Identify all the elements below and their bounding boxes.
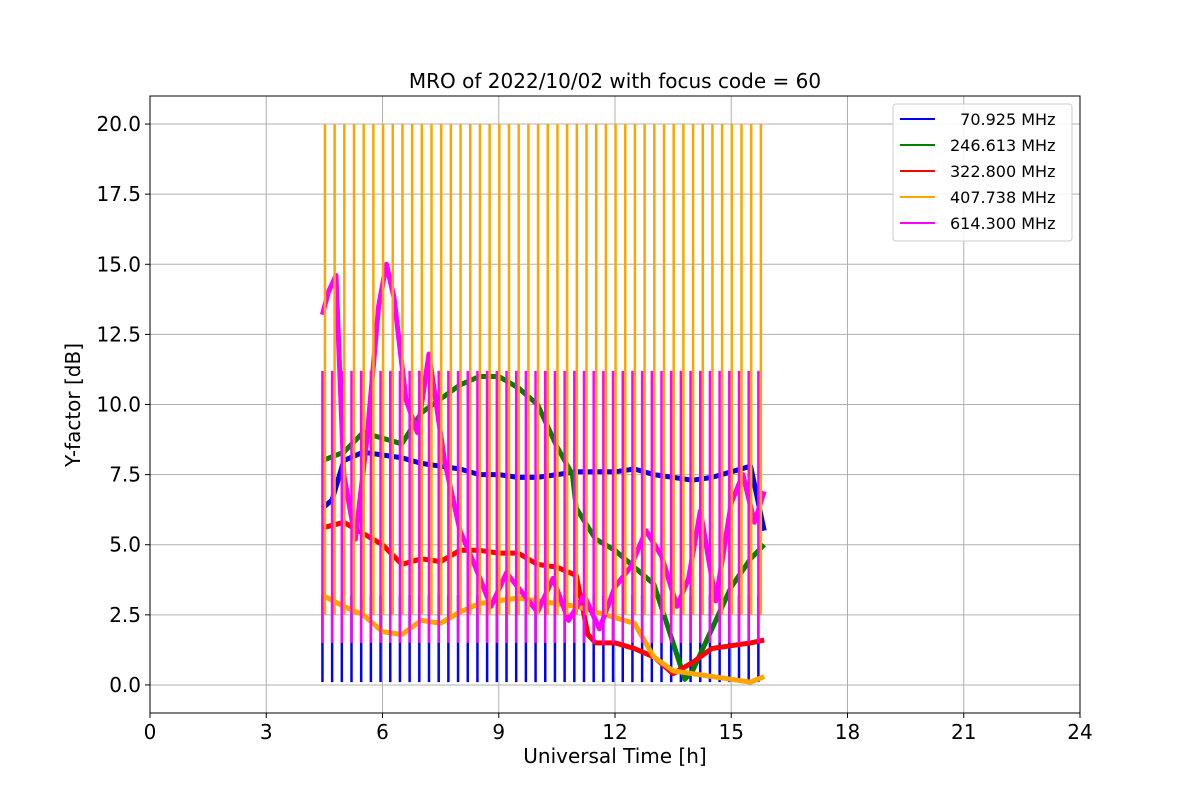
x-tick-label: 24 — [1067, 720, 1092, 744]
y-tick-label: 17.5 — [96, 182, 141, 206]
legend-entry: 246.613 MHz — [950, 136, 1055, 155]
legend: 70.925 MHz 246.613 MHz 322.800 MHz 407.738 … — [892, 103, 1073, 242]
x-tick-label: 15 — [719, 720, 744, 744]
x-tick-label: 12 — [602, 720, 627, 744]
legend-box — [892, 103, 1073, 242]
y-axis-label: Y-factor [dB] — [61, 343, 85, 468]
y-tick-label: 5.0 — [109, 533, 141, 557]
y-tick-label: 12.5 — [96, 322, 141, 346]
y-tick-label: 10.0 — [96, 393, 141, 417]
axis-ticks: 0 3 6 9 12 15 18 21 24 0.0 2.5 5.0 7.5 10.0 12.5 15.0 17… — [96, 112, 1092, 744]
series-line-4 — [319, 261, 767, 632]
x-tick-label: 21 — [951, 720, 976, 744]
series-line-3 — [321, 592, 766, 685]
x-tick-label: 3 — [260, 720, 273, 744]
legend-entry: 322.800 MHz — [950, 162, 1055, 181]
y-tick-label: 7.5 — [109, 463, 141, 487]
y-tick-label: 0.0 — [109, 673, 141, 697]
legend-entry: 614.300 MHz — [950, 214, 1055, 233]
x-tick-label: 18 — [835, 720, 860, 744]
y-tick-label: 15.0 — [96, 252, 141, 276]
y-tick-label: 2.5 — [109, 603, 141, 627]
x-axis-label: Universal Time [h] — [523, 744, 706, 768]
x-tick-label: 9 — [492, 720, 505, 744]
x-tick-label: 0 — [144, 720, 157, 744]
chart-title: MRO of 2022/10/02 with focus code = 60 — [409, 69, 821, 93]
legend-entry: 407.738 MHz — [950, 188, 1055, 207]
y-tick-label: 20.0 — [96, 112, 141, 136]
series-lines — [319, 124, 767, 685]
x-tick-label: 6 — [376, 720, 389, 744]
legend-entry: 70.925 MHz — [950, 110, 1055, 129]
